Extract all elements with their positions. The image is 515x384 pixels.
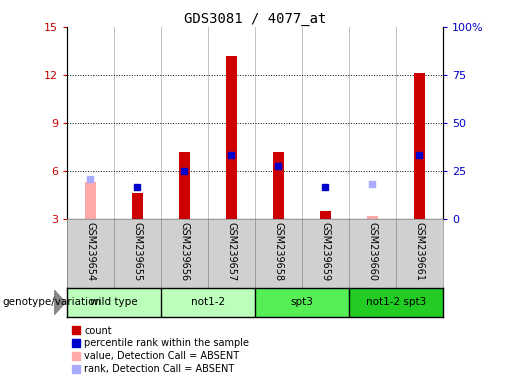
Text: GSM239654: GSM239654 — [85, 222, 95, 281]
Bar — [84, 182, 96, 219]
Text: not1-2: not1-2 — [191, 297, 225, 308]
Bar — [319, 211, 331, 219]
Text: GSM239656: GSM239656 — [179, 222, 190, 281]
Text: GSM239659: GSM239659 — [320, 222, 331, 281]
Text: GSM239660: GSM239660 — [367, 222, 377, 281]
Bar — [414, 73, 425, 219]
Title: GDS3081 / 4077_at: GDS3081 / 4077_at — [184, 12, 326, 26]
Legend: count, percentile rank within the sample, value, Detection Call = ABSENT, rank, : count, percentile rank within the sample… — [72, 326, 249, 374]
Text: wild type: wild type — [90, 297, 138, 308]
Bar — [226, 56, 237, 219]
Text: not1-2 spt3: not1-2 spt3 — [366, 297, 426, 308]
Bar — [272, 152, 284, 219]
Text: GSM239655: GSM239655 — [132, 222, 143, 281]
Bar — [179, 152, 191, 219]
Bar — [131, 193, 143, 219]
Text: spt3: spt3 — [290, 297, 313, 308]
Bar — [367, 216, 379, 219]
Text: GSM239661: GSM239661 — [415, 222, 424, 281]
Polygon shape — [54, 290, 65, 315]
Text: GSM239657: GSM239657 — [227, 222, 236, 281]
Text: genotype/variation: genotype/variation — [3, 297, 101, 308]
Text: GSM239658: GSM239658 — [273, 222, 283, 281]
